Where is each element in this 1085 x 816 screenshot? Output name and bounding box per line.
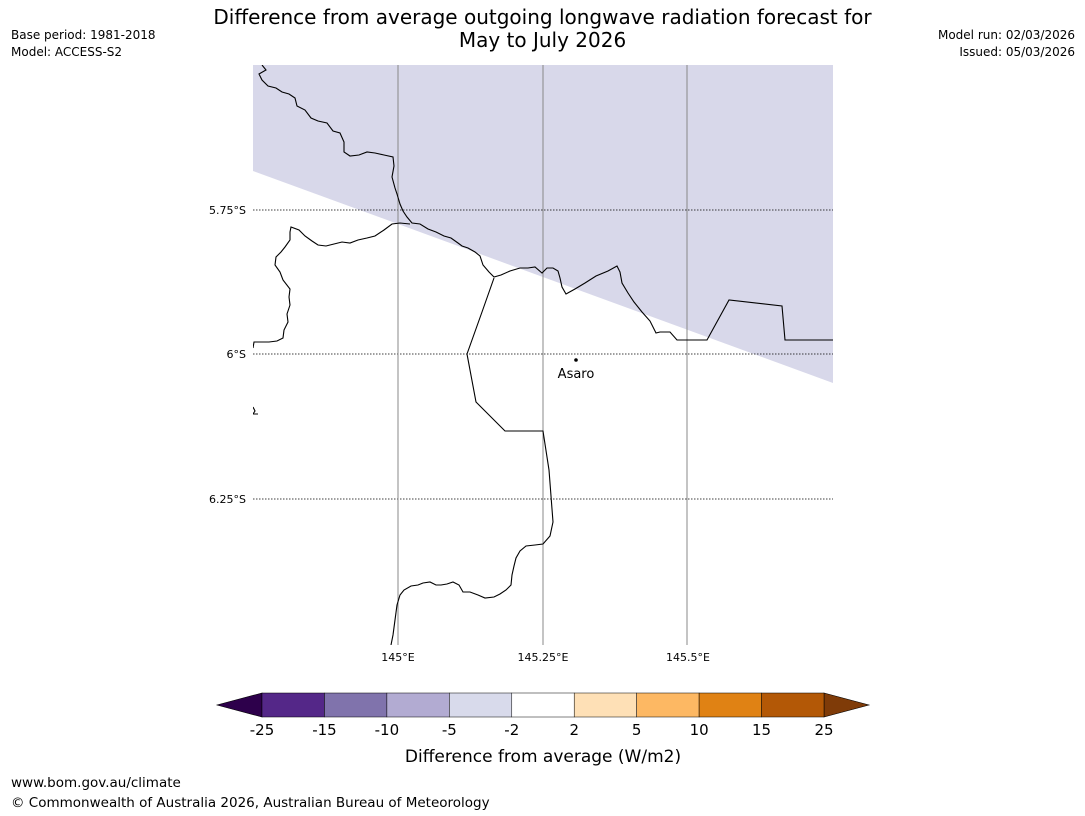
colorbar-tick-label: 5 [632,721,642,739]
colorbar-segment [636,692,700,718]
model-info: Base period: 1981-2018 Model: ACCESS-S2 [11,27,156,61]
colorbar-tick-label: 2 [569,721,579,739]
lat-label: 5.75°S [209,204,246,217]
boundary-line [258,65,833,341]
colorbar-tick-label: -2 [504,721,519,739]
lon-label: 145.25°E [518,651,569,664]
colorbar-segment [261,692,325,718]
boundaries [253,65,833,645]
footer-url[interactable]: www.bom.gov.au/climate [11,775,181,791]
colorbar-tick-label: 10 [690,721,709,739]
town-label: Asaro [558,367,595,382]
colorbar-segment [324,692,388,718]
colorbar-extend-low [215,692,263,718]
colorbar-segment [449,692,513,718]
colorbar-tick-label: 25 [814,721,833,739]
colorbar-segment [698,692,762,718]
colorbar-segment [386,692,450,718]
colorbar-segment [573,692,637,718]
lat-label: 6.25°S [209,493,246,506]
map-title: Difference from average outgoing longwav… [0,6,1085,52]
boundary-line [253,222,411,349]
colorbar-tick-label: -15 [312,721,337,739]
colorbar-tick-label: -10 [375,721,400,739]
lat-label: 6°S [227,348,246,361]
base-period: Base period: 1981-2018 [11,28,156,42]
title-line-1: Difference from average outgoing longwav… [213,5,872,29]
colorbar-tick-label: -5 [442,721,457,739]
footer-copyright: © Commonwealth of Australia 2026, Austra… [11,795,490,811]
colorbar: -25 -15 -10 -5 -2 2 5 10 15 25 [215,692,871,739]
issued-date: Issued: 05/03/2026 [959,45,1075,59]
model-name: Model: ACCESS-S2 [11,45,123,59]
lon-label: 145.5°E [666,651,710,664]
colorbar-extend-high [823,692,871,718]
colorbar-tick-label: 15 [752,721,771,739]
boundary-line [390,277,554,645]
run-info: Model run: 02/03/2026 Issued: 05/03/2026 [938,27,1075,61]
lon-label: 145°E [381,651,414,664]
colorbar-segment [761,692,825,718]
colorbar-tick-label: -25 [250,721,275,739]
boundary-line [253,406,258,415]
model-run: Model run: 02/03/2026 [937,28,1075,42]
colorbar-title: Difference from average (W/m2) [405,747,681,767]
colorbar-segment [511,692,575,718]
town-marker [574,358,578,362]
title-line-2: May to July 2026 [458,28,627,52]
